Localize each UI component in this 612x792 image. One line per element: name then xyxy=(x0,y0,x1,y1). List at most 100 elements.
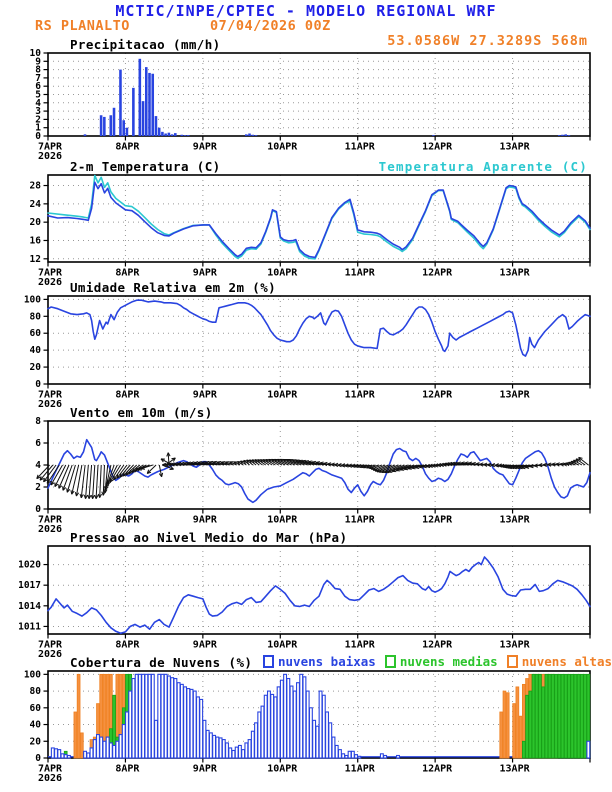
svg-text:12APR: 12APR xyxy=(422,764,453,775)
cloud-legend: nuvens baixas nuvens medias nuvens altas xyxy=(263,654,612,669)
svg-text:9APR: 9APR xyxy=(193,515,218,526)
svg-text:8APR: 8APR xyxy=(115,390,140,401)
svg-text:10APR: 10APR xyxy=(267,515,298,526)
svg-text:40: 40 xyxy=(30,345,42,356)
svg-text:100: 100 xyxy=(24,669,41,680)
svg-text:60: 60 xyxy=(30,703,42,714)
svg-text:8: 8 xyxy=(35,65,41,76)
svg-text:12APR: 12APR xyxy=(422,142,453,153)
svg-text:1017: 1017 xyxy=(18,580,41,591)
svg-text:6: 6 xyxy=(35,81,41,92)
panel-title-humidity: Umidade Relativa em 2m (%) xyxy=(70,280,277,295)
legend-label-high-clouds: nuvens altas xyxy=(521,654,612,669)
svg-text:12APR: 12APR xyxy=(422,268,453,279)
high-clouds-swatch-icon xyxy=(506,655,518,668)
svg-text:13APR: 13APR xyxy=(500,390,531,401)
svg-text:10APR: 10APR xyxy=(267,268,298,279)
svg-text:20: 20 xyxy=(30,362,42,373)
svg-text:60: 60 xyxy=(30,328,42,339)
svg-text:1: 1 xyxy=(35,123,41,134)
svg-text:10APR: 10APR xyxy=(267,640,298,651)
low-clouds-swatch-icon xyxy=(263,655,274,668)
svg-text:4: 4 xyxy=(35,460,41,471)
svg-text:2: 2 xyxy=(35,482,41,493)
svg-text:9APR: 9APR xyxy=(193,142,218,153)
svg-text:11APR: 11APR xyxy=(345,142,376,153)
svg-text:7APR: 7APR xyxy=(38,142,63,153)
svg-text:7APR: 7APR xyxy=(38,268,63,279)
svg-text:8APR: 8APR xyxy=(115,268,140,279)
svg-text:2026: 2026 xyxy=(38,399,62,410)
svg-text:9APR: 9APR xyxy=(193,390,218,401)
svg-text:2026: 2026 xyxy=(38,649,62,660)
svg-text:8APR: 8APR xyxy=(115,515,140,526)
svg-text:13APR: 13APR xyxy=(500,142,531,153)
svg-text:9APR: 9APR xyxy=(193,640,218,651)
svg-text:28: 28 xyxy=(30,181,42,192)
panel-title-temperature: 2-m Temperatura (C) xyxy=(70,159,221,174)
svg-text:2026: 2026 xyxy=(38,151,62,162)
svg-text:80: 80 xyxy=(30,311,42,322)
svg-text:20: 20 xyxy=(30,217,42,228)
svg-text:0: 0 xyxy=(35,753,41,764)
panel-title-clouds: Cobertura de Nuvens (%) xyxy=(70,655,253,670)
svg-text:10APR: 10APR xyxy=(267,390,298,401)
station-label: RS PLANALTO xyxy=(35,18,130,34)
svg-text:1014: 1014 xyxy=(18,601,41,612)
svg-text:12APR: 12APR xyxy=(422,640,453,651)
svg-text:8: 8 xyxy=(35,416,41,427)
run-timestamp: 07/04/2026 00Z xyxy=(210,18,331,34)
svg-text:2026: 2026 xyxy=(38,277,62,288)
svg-text:12: 12 xyxy=(30,254,41,265)
legend-label-low-clouds: nuvens baixas xyxy=(278,654,376,669)
svg-text:11APR: 11APR xyxy=(345,764,376,775)
svg-text:11APR: 11APR xyxy=(345,515,376,526)
svg-text:7APR: 7APR xyxy=(38,390,63,401)
panel-title-precipitation: Precipitacao (mm/h) xyxy=(70,37,221,52)
svg-text:13APR: 13APR xyxy=(500,640,531,651)
legend-item-low-clouds: nuvens baixas xyxy=(263,654,376,669)
svg-text:10: 10 xyxy=(30,48,42,59)
svg-text:11APR: 11APR xyxy=(345,390,376,401)
svg-text:100: 100 xyxy=(24,294,41,305)
svg-text:0: 0 xyxy=(35,379,41,390)
svg-text:2: 2 xyxy=(35,114,41,125)
mid-clouds-swatch-icon xyxy=(384,655,396,668)
svg-text:12APR: 12APR xyxy=(422,390,453,401)
legend-item-high-clouds: nuvens altas xyxy=(506,654,612,669)
svg-text:7APR: 7APR xyxy=(38,515,63,526)
svg-text:13APR: 13APR xyxy=(500,764,531,775)
panel-title-pressure: Pressao ao Nivel Medio do Mar (hPa) xyxy=(70,530,348,545)
svg-text:5: 5 xyxy=(35,90,41,101)
svg-text:13APR: 13APR xyxy=(500,515,531,526)
svg-text:4: 4 xyxy=(35,98,41,109)
svg-text:0: 0 xyxy=(35,504,41,515)
svg-text:8APR: 8APR xyxy=(115,640,140,651)
svg-text:9APR: 9APR xyxy=(193,268,218,279)
svg-text:9APR: 9APR xyxy=(193,764,218,775)
svg-text:1011: 1011 xyxy=(18,621,41,632)
svg-text:7: 7 xyxy=(35,73,41,84)
page-title: MCTIC/INPE/CPTEC - MODELO REGIONAL WRF xyxy=(115,2,497,20)
svg-text:11APR: 11APR xyxy=(345,640,376,651)
svg-text:7APR: 7APR xyxy=(38,640,63,651)
svg-text:20: 20 xyxy=(30,736,42,747)
svg-text:2026: 2026 xyxy=(38,773,62,784)
svg-text:10APR: 10APR xyxy=(267,142,298,153)
legend-item-mid-clouds: nuvens medias xyxy=(384,654,498,669)
svg-text:3: 3 xyxy=(35,106,41,117)
svg-text:80: 80 xyxy=(30,686,42,697)
svg-text:16: 16 xyxy=(30,235,42,246)
svg-text:24: 24 xyxy=(30,199,42,210)
svg-text:1020: 1020 xyxy=(18,560,41,571)
svg-text:40: 40 xyxy=(30,720,42,731)
svg-text:0: 0 xyxy=(35,131,41,142)
svg-text:12APR: 12APR xyxy=(422,515,453,526)
panel-title-wind: Vento em 10m (m/s) xyxy=(70,405,213,420)
panel-title-apparent-temperature: Temperatura Aparente (C) xyxy=(378,159,588,174)
svg-text:10APR: 10APR xyxy=(267,764,298,775)
legend-label-mid-clouds: nuvens medias xyxy=(399,654,498,669)
svg-text:8APR: 8APR xyxy=(115,142,140,153)
